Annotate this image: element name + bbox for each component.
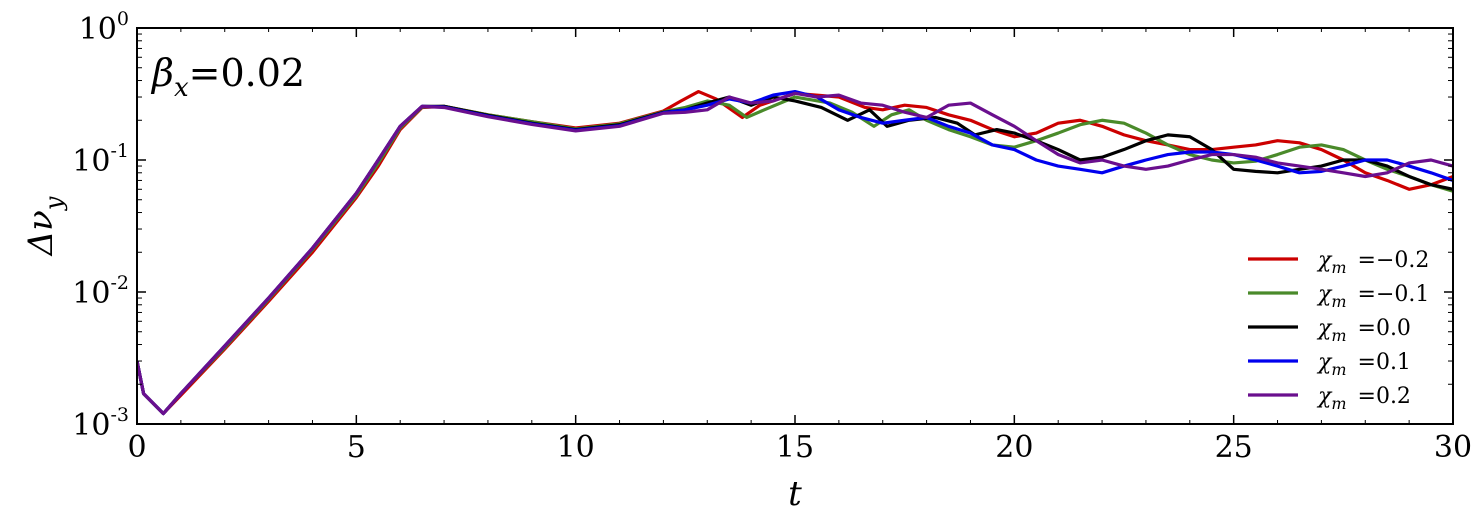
series-line-0 — [137, 89, 1453, 416]
legend: χm =−0.2 χm =−0.1 χm =0.0 χm =0.1 χm =0.2 — [1248, 248, 1429, 413]
legend-label-3: χm =0.1 — [1316, 350, 1411, 379]
x-tick-label-5: 25 — [1215, 430, 1253, 465]
series-layer — [137, 89, 1453, 416]
x-tick-label-4: 20 — [995, 430, 1033, 465]
beta-annotation: βx=0.02 — [150, 51, 305, 103]
y-axis-title: Δνy — [21, 196, 68, 257]
x-tick-label-0: 0 — [127, 430, 146, 465]
legend-label-4: χm =0.2 — [1316, 384, 1411, 413]
label-layer: 0 5 10 15 20 25 30 10-3 10-2 10-1 100 — [72, 8, 1472, 465]
y-tick-label-3: 100 — [79, 8, 129, 47]
tick-layer — [136, 27, 1454, 425]
x-tick-label-1: 5 — [347, 430, 366, 465]
y-tick-label-0: 10-3 — [72, 404, 129, 443]
beta-annotation-value: =0.02 — [189, 51, 305, 95]
x-tick-label-3: 15 — [776, 430, 814, 465]
y-axis-title-main: Δν — [21, 210, 61, 257]
legend-label-1: χm =−0.1 — [1316, 282, 1429, 311]
legend-label-0: χm =−0.2 — [1316, 248, 1429, 277]
series-line-4 — [137, 91, 1453, 416]
y-tick-label-1: 10-2 — [72, 272, 129, 311]
legend-label-2: χm =0.0 — [1316, 316, 1411, 345]
x-tick-label-2: 10 — [557, 430, 595, 465]
y-tick-label-2: 10-1 — [72, 140, 129, 179]
x-axis-title: t — [788, 474, 802, 514]
beta-annotation-symbol: β — [150, 51, 174, 95]
x-tick-label-6: 30 — [1434, 430, 1472, 465]
y-axis-title-sub: y — [40, 196, 68, 211]
series-line-3 — [137, 89, 1453, 416]
beta-annotation-sub: x — [174, 73, 189, 103]
